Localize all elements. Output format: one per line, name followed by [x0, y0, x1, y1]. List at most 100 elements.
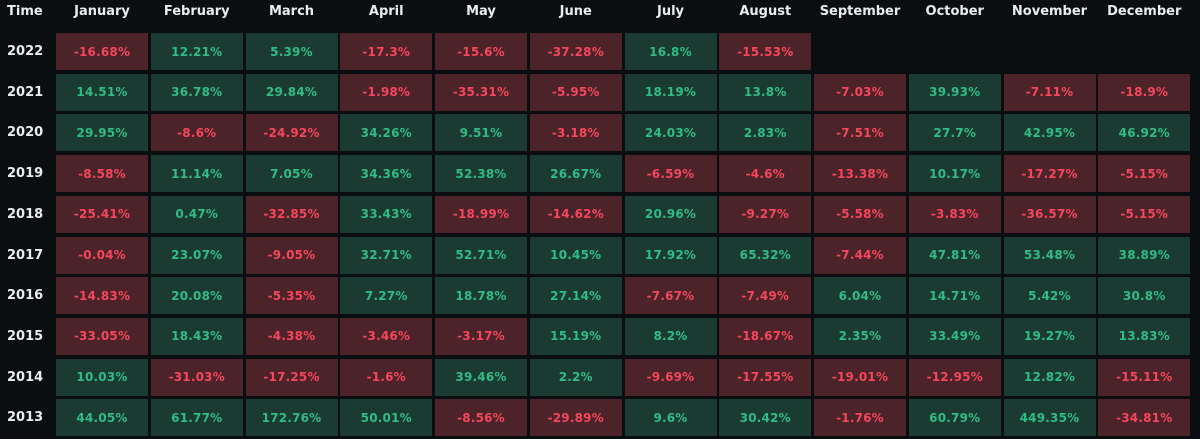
time-column-header: Time: [7, 3, 43, 19]
return-cell-2015-september: 2.35%: [814, 317, 906, 355]
return-cell-2016-december: 30.8%: [1098, 277, 1191, 315]
return-cell-2019-december: -5.15%: [1098, 155, 1191, 193]
return-cell-2022-july: 16.8%: [624, 33, 717, 70]
month-header-february: February: [163, 3, 230, 19]
return-cell-2022-february: 12.21%: [150, 33, 243, 70]
month-header-april: April: [368, 3, 404, 19]
return-cell-2021-july: 18.19%: [624, 73, 717, 111]
return-cell-2016-may: 18.78%: [435, 277, 527, 315]
return-cell-2017-january: -0.04%: [56, 236, 148, 274]
return-cell-2018-october: -3.83%: [908, 195, 1001, 233]
return-cell-2014-june: 2.2%: [529, 358, 622, 396]
month-header-september: September: [819, 3, 901, 19]
return-cell-2022-march: 5.39%: [245, 33, 338, 70]
return-cell-2019-october: 10.17%: [908, 155, 1001, 193]
return-cell-2016-november: 5.42%: [1003, 277, 1096, 315]
return-cell-2015-august: -18.67%: [719, 317, 812, 355]
return-cell-2021-june: -5.95%: [529, 73, 622, 111]
return-cell-2014-september: -19.01%: [814, 358, 906, 396]
return-cell-2013-october: 60.79%: [908, 399, 1001, 437]
return-cell-2017-may: 52.71%: [435, 236, 527, 274]
return-cell-2016-october: 14.71%: [908, 277, 1001, 315]
return-cell-2020-september: -7.51%: [814, 114, 906, 152]
return-cell-2021-november: -7.11%: [1003, 73, 1096, 111]
return-cell-2020-june: -3.18%: [529, 114, 622, 152]
month-header-january: January: [74, 3, 130, 19]
return-cell-2016-april: 7.27%: [340, 277, 433, 315]
return-cell-2019-june: 26.67%: [529, 155, 622, 193]
return-cell-2019-march: 7.05%: [245, 155, 338, 193]
return-cell-2018-march: -32.85%: [245, 195, 338, 233]
return-cell-2019-february: 11.14%: [150, 155, 243, 193]
return-cell-2013-november: 449.35%: [1003, 399, 1096, 437]
return-cell-2016-march: -5.35%: [245, 277, 338, 315]
return-cell-2020-august: 2.83%: [719, 114, 812, 152]
return-cell-2020-march: -24.92%: [245, 114, 338, 152]
return-cell-2016-february: 20.08%: [150, 277, 243, 315]
return-cell-2019-may: 52.38%: [435, 155, 527, 193]
return-cell-2015-february: 18.43%: [150, 317, 243, 355]
return-cell-2013-april: 50.01%: [340, 399, 433, 437]
return-cell-2015-july: 8.2%: [624, 317, 717, 355]
return-cell-2013-december: -34.81%: [1098, 399, 1191, 437]
return-cell-2018-september: -5.58%: [814, 195, 906, 233]
return-cell-2014-december: -15.11%: [1098, 358, 1191, 396]
return-cell-2021-january: 14.51%: [56, 73, 148, 111]
month-header-march: March: [268, 3, 315, 19]
return-cell-2014-july: -9.69%: [624, 358, 717, 396]
return-cell-2013-march: 172.76%: [245, 399, 338, 437]
year-label-2014: 2014: [7, 369, 44, 385]
return-cell-2017-october: 47.81%: [908, 236, 1001, 274]
return-cell-2018-august: -9.27%: [719, 195, 812, 233]
return-cell-2021-august: 13.8%: [719, 73, 812, 111]
return-cell-2018-february: 0.47%: [150, 195, 243, 233]
return-cell-2016-june: 27.14%: [529, 277, 622, 315]
return-cell-2013-may: -8.56%: [435, 399, 527, 437]
year-label-2013: 2013: [7, 410, 44, 426]
return-cell-2014-august: -17.55%: [719, 358, 812, 396]
return-cell-2015-april: -3.46%: [340, 317, 433, 355]
return-cell-2015-march: -4.38%: [245, 317, 338, 355]
return-cell-2021-february: 36.78%: [150, 73, 243, 111]
return-cell-2017-april: 32.71%: [340, 236, 433, 274]
return-cell-2014-october: -12.95%: [908, 358, 1001, 396]
year-label-2018: 2018: [7, 206, 44, 222]
return-cell-2022-april: -17.3%: [340, 33, 433, 70]
return-cell-2014-november: 12.82%: [1003, 358, 1096, 396]
return-cell-2019-september: -13.38%: [814, 155, 906, 193]
return-cell-2015-june: 15.19%: [529, 317, 622, 355]
return-cell-2013-january: 44.05%: [56, 399, 148, 437]
return-cell-2013-july: 9.6%: [624, 399, 717, 437]
return-cell-2018-may: -18.99%: [435, 195, 527, 233]
year-label-2021: 2021: [7, 84, 44, 100]
return-cell-2022-january: -16.68%: [56, 33, 148, 70]
month-header-may: May: [466, 3, 496, 19]
year-label-2020: 2020: [7, 125, 44, 141]
return-cell-2020-december: 46.92%: [1098, 114, 1191, 152]
return-cell-2017-july: 17.92%: [624, 236, 717, 274]
year-label-2019: 2019: [7, 166, 44, 182]
return-cell-2017-june: 10.45%: [529, 236, 622, 274]
return-cell-2021-march: 29.84%: [245, 73, 338, 111]
month-header-august: August: [739, 3, 792, 19]
return-cell-2020-october: 27.7%: [908, 114, 1001, 152]
return-cell-2015-november: 19.27%: [1003, 317, 1096, 355]
return-cell-2017-february: 23.07%: [150, 236, 243, 274]
return-cell-2020-may: 9.51%: [435, 114, 527, 152]
return-cell-2015-may: -3.17%: [435, 317, 527, 355]
return-cell-2014-january: 10.03%: [56, 358, 148, 396]
return-cell-2020-july: 24.03%: [624, 114, 717, 152]
month-header-june: June: [559, 3, 592, 19]
return-cell-2018-january: -25.41%: [56, 195, 148, 233]
return-cell-2021-april: -1.98%: [340, 73, 433, 111]
return-cell-2016-august: -7.49%: [719, 277, 812, 315]
return-cell-2022-august: -15.53%: [719, 33, 812, 70]
return-cell-2016-september: 6.04%: [814, 277, 906, 315]
year-label-2022: 2022: [7, 44, 44, 59]
year-label-2017: 2017: [7, 247, 44, 263]
return-cell-2018-june: -14.62%: [529, 195, 622, 233]
return-cell-2019-november: -17.27%: [1003, 155, 1096, 193]
month-header-july: July: [656, 3, 685, 19]
return-cell-2020-february: -8.6%: [150, 114, 243, 152]
return-cell-2018-december: -5.15%: [1098, 195, 1191, 233]
